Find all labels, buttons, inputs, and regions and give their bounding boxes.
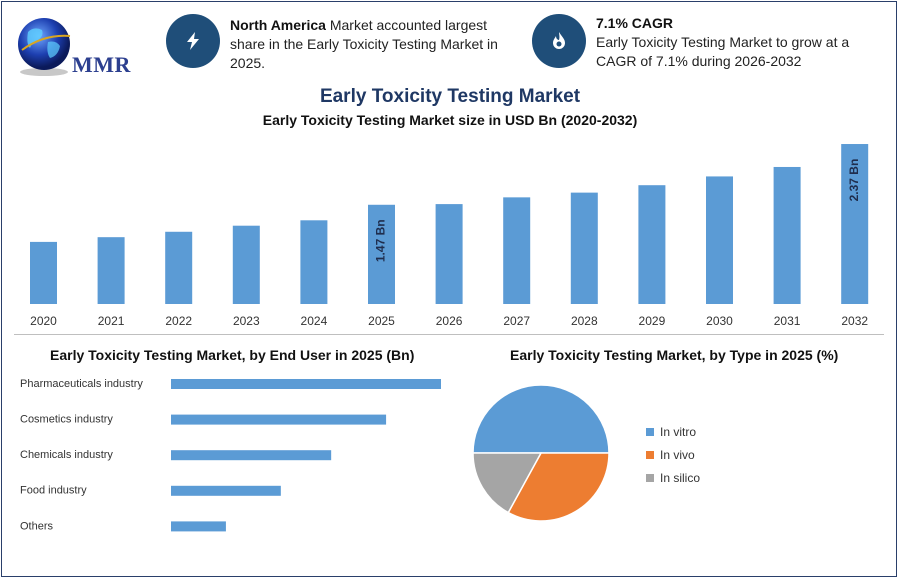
x-tick-label: 2021: [98, 314, 125, 328]
category-label: Cosmetics industry: [20, 414, 113, 426]
x-tick-label: 2022: [165, 314, 192, 328]
bar-2021: [97, 237, 125, 304]
x-tick-label: 2024: [301, 314, 328, 328]
info-body: Market accounted largest share in the Ea…: [230, 17, 498, 71]
bar-2032: [841, 144, 869, 304]
x-tick-label: 2025: [368, 314, 395, 328]
legend-swatch: [646, 427, 654, 436]
legend-label: In silico: [660, 470, 701, 485]
info-north-america: North America Market accounted largest s…: [230, 16, 510, 73]
pie-slice-in-vivo: [507, 452, 610, 522]
info-bold: 7.1% CAGR: [596, 15, 674, 31]
x-tick-label: 2030: [706, 314, 733, 328]
x-tick-label: 2020: [30, 314, 57, 328]
bar-2026: [435, 204, 463, 304]
legend-item-in-silico: In silico: [646, 466, 700, 489]
hbar-others: [171, 521, 226, 532]
bar-2028: [570, 192, 598, 304]
pie-slice-in-silico: [472, 452, 543, 514]
bar-2030: [706, 176, 733, 304]
chart-title-market-size: Early Toxicity Testing Market size in US…: [262, 112, 638, 128]
bar-2024: [300, 220, 328, 304]
legend-label: In vivo: [660, 447, 695, 462]
data-label-2032: 2.37 Bn: [847, 159, 861, 202]
legend-swatch: [646, 473, 654, 482]
legend-item-in-vivo: In vivo: [646, 443, 700, 466]
x-tick-label: 2027: [503, 314, 530, 328]
brand-name: MMR: [72, 52, 131, 77]
lightning-icon: [166, 14, 220, 68]
hbar-chemicals-industry: [171, 450, 332, 461]
data-label-2025: 1.47 Bn: [374, 219, 388, 262]
category-label: Chemicals industry: [20, 449, 113, 461]
bar-2029: [638, 185, 666, 304]
legend-swatch: [646, 450, 654, 459]
globe-icon: [18, 18, 71, 76]
info-body: Early Toxicity Testing Market to grow at…: [596, 34, 850, 69]
bar-2023: [232, 225, 260, 304]
market-size-chart: 2020 2021 2022 2023 2024 2025 1.47 Bn 2026 2027 2…: [30, 144, 869, 328]
bar-2020: [30, 241, 57, 304]
hbar-food-industry: [171, 485, 281, 496]
info-bold: North America: [230, 17, 326, 33]
x-tick-label: 2029: [639, 314, 666, 328]
chart-title-type: Early Toxicity Testing Market, by Type i…: [510, 347, 839, 363]
hbar-cosmetics-industry: [171, 414, 387, 425]
bar-2027: [503, 197, 531, 304]
pie-slice-in-vitro: [472, 384, 610, 454]
chart-title-end-user: Early Toxicity Testing Market, by End Us…: [50, 347, 415, 363]
pie-legend: In vitro In vivo In silico: [646, 420, 700, 489]
x-tick-label: 2023: [233, 314, 260, 328]
category-label: Pharmaceuticals industry: [20, 378, 143, 390]
hbar-pharmaceuticals-industry: [171, 379, 441, 389]
section-divider: [14, 334, 884, 335]
category-label: Others: [20, 520, 54, 532]
category-label: Food industry: [20, 485, 87, 497]
x-tick-label: 2028: [571, 314, 598, 328]
bar-2022: [165, 231, 193, 304]
end-user-chart: Pharmaceuticals industry Cosmetics indust…: [20, 378, 441, 532]
type-pie-chart: [472, 384, 610, 522]
x-tick-label: 2032: [841, 314, 868, 328]
page-title: Early Toxicity Testing Market: [319, 86, 581, 107]
legend-item-in-vitro: In vitro: [646, 420, 700, 443]
brand-logo: MMR: [14, 14, 140, 78]
bar-2025: [368, 204, 395, 304]
legend-label: In vitro: [660, 424, 697, 439]
x-tick-label: 2031: [774, 314, 801, 328]
x-tick-label: 2026: [436, 314, 463, 328]
flame-icon: [532, 14, 586, 68]
info-cagr: 7.1% CAGR Early Toxicity Testing Market …: [596, 14, 866, 71]
bar-2031: [773, 166, 801, 304]
